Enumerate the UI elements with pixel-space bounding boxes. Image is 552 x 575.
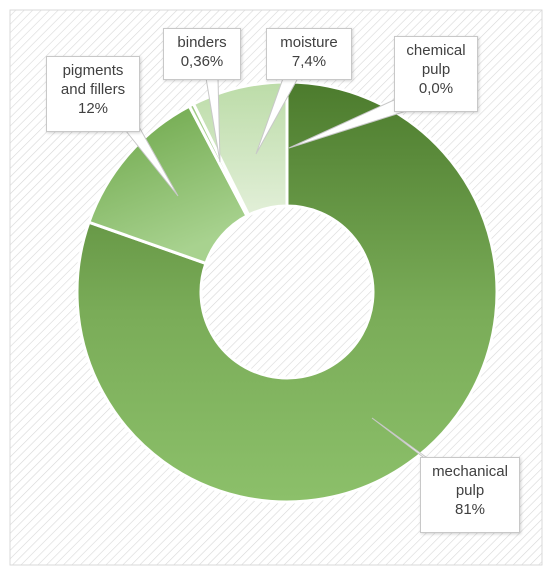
callout-chemical-pulp: chemical pulp 0,0% bbox=[394, 36, 478, 112]
doughnut-slices bbox=[75, 80, 499, 504]
callout-binders: binders 0,36% bbox=[163, 28, 241, 80]
callout-mechanical-pulp-value: 81% bbox=[454, 501, 486, 518]
callout-mechanical-pulp-line1: mechanical bbox=[432, 463, 508, 480]
callout-binders-value: 0,36% bbox=[180, 53, 224, 70]
callout-pigments-line2: and fillers bbox=[60, 81, 126, 98]
callout-chemical-pulp-line2: pulp bbox=[421, 61, 451, 78]
callout-moisture: moisture 7,4% bbox=[266, 28, 352, 80]
slice-mechanical-pulp bbox=[75, 80, 499, 504]
callout-binders-line1: binders bbox=[177, 34, 227, 51]
callout-chemical-pulp-line1: chemical bbox=[406, 42, 466, 59]
callout-pigments-line1: pigments bbox=[62, 62, 124, 79]
callout-moisture-value: 7,4% bbox=[291, 53, 327, 70]
callout-mechanical-pulp-line2: pulp bbox=[455, 482, 485, 499]
callout-pigments-and-fillers: pigments and fillers 12% bbox=[46, 56, 140, 132]
callout-pigments-value: 12% bbox=[77, 100, 109, 117]
callout-moisture-line1: moisture bbox=[280, 34, 338, 51]
callout-mechanical-pulp: mechanical pulp 81% bbox=[420, 457, 520, 533]
callout-chemical-pulp-value: 0,0% bbox=[418, 80, 454, 97]
slice-pigments-and-fillers bbox=[87, 104, 250, 266]
